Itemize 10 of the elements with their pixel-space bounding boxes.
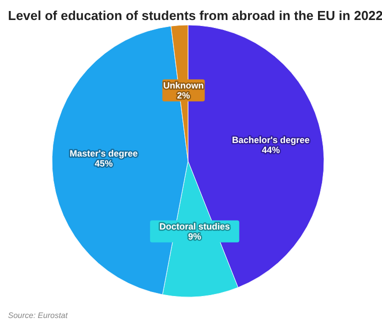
data-label: 9% (188, 231, 202, 242)
source-note: Source: Eurostat (8, 311, 68, 320)
data-label: 2% (177, 90, 190, 100)
slice-label: Master's degree (70, 148, 138, 158)
slice-label: Unknown (163, 80, 204, 90)
slice-label: Doctoral studies (159, 221, 230, 232)
chart-title: Level of education of students from abroad in the EU in 2022 (8, 8, 382, 23)
data-label: 44% (262, 145, 280, 156)
data-label: 45% (94, 158, 113, 168)
slice-label: Bachelor's degree (232, 135, 310, 146)
